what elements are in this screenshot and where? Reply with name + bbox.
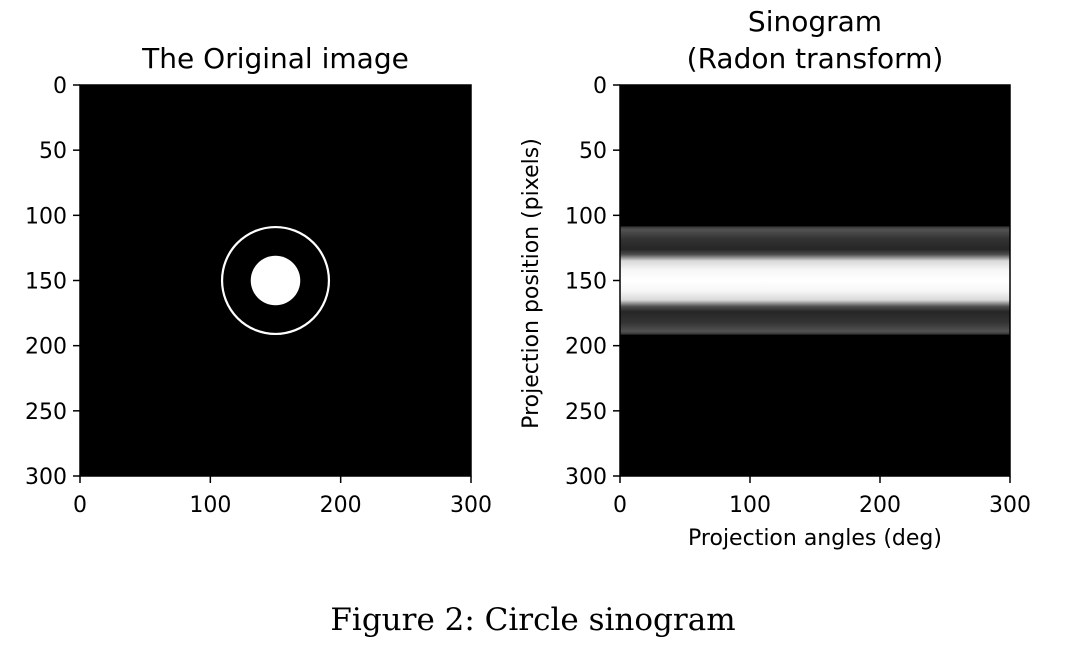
sinogram-frame	[619, 84, 1011, 477]
original-image-y-tick-label: 250	[25, 400, 67, 425]
original-image-y-tick-label: 300	[25, 465, 67, 490]
original-image-x-tick-label: 300	[450, 493, 492, 518]
sinogram-y-axis: 0 50 100 150 200 250 300	[565, 74, 620, 490]
sinogram-y-tick-label: 150	[565, 270, 607, 295]
inner-disk	[250, 255, 301, 306]
sinogram-image	[620, 85, 1010, 476]
original-image-panel: The Original image 0 100 200 300 0 50 100 150 2…	[25, 42, 492, 518]
original-image-x-tick-label: 100	[189, 493, 231, 518]
original-image-y-tick-label: 150	[25, 270, 67, 295]
original-image-y-tick-label: 50	[39, 139, 67, 164]
sinogram-title-line-2: (Radon transform)	[687, 42, 944, 75]
original-image-x-axis: 0 100 200 300	[73, 476, 492, 518]
sinogram-y-tick-label: 50	[579, 139, 607, 164]
sinogram-y-tick-label: 300	[565, 465, 607, 490]
sinogram-x-tick-label: 0	[613, 493, 627, 518]
original-image-frame	[79, 84, 472, 477]
sinogram-y-tick-label: 100	[565, 204, 607, 229]
original-image-y-tick-label: 100	[25, 204, 67, 229]
original-image-x-tick-label: 200	[320, 493, 362, 518]
sinogram-panel: Sinogram (Radon transform) 0 100 200 300 0 5…	[519, 5, 1031, 551]
sinogram-y-tick-label: 0	[593, 74, 607, 99]
sinogram-x-tick-label: 300	[989, 493, 1031, 518]
sinogram-x-tick-label: 100	[729, 493, 771, 518]
figure-caption: Figure 2: Circle sinogram	[330, 602, 736, 638]
outer-ring	[220, 225, 331, 336]
sinogram-y-axis-label: Projection position (pixels)	[519, 138, 544, 429]
original-image-y-tick-label: 200	[25, 335, 67, 360]
sinogram-x-axis: 0 100 200 300	[613, 476, 1031, 518]
sinogram-y-tick-label: 200	[565, 335, 607, 360]
original-image-x-tick-label: 0	[73, 493, 87, 518]
original-image-y-tick-label: 0	[53, 74, 67, 99]
sinogram-title-line-1: Sinogram	[748, 5, 882, 38]
sinogram-x-axis-label: Projection angles (deg)	[688, 526, 942, 551]
original-image-title: The Original image	[141, 42, 409, 75]
sinogram-x-tick-label: 200	[859, 493, 901, 518]
sinogram-y-tick-label: 250	[565, 400, 607, 425]
original-image-shapes	[220, 225, 331, 336]
original-image-y-axis: 0 50 100 150 200 250 300	[25, 74, 80, 490]
